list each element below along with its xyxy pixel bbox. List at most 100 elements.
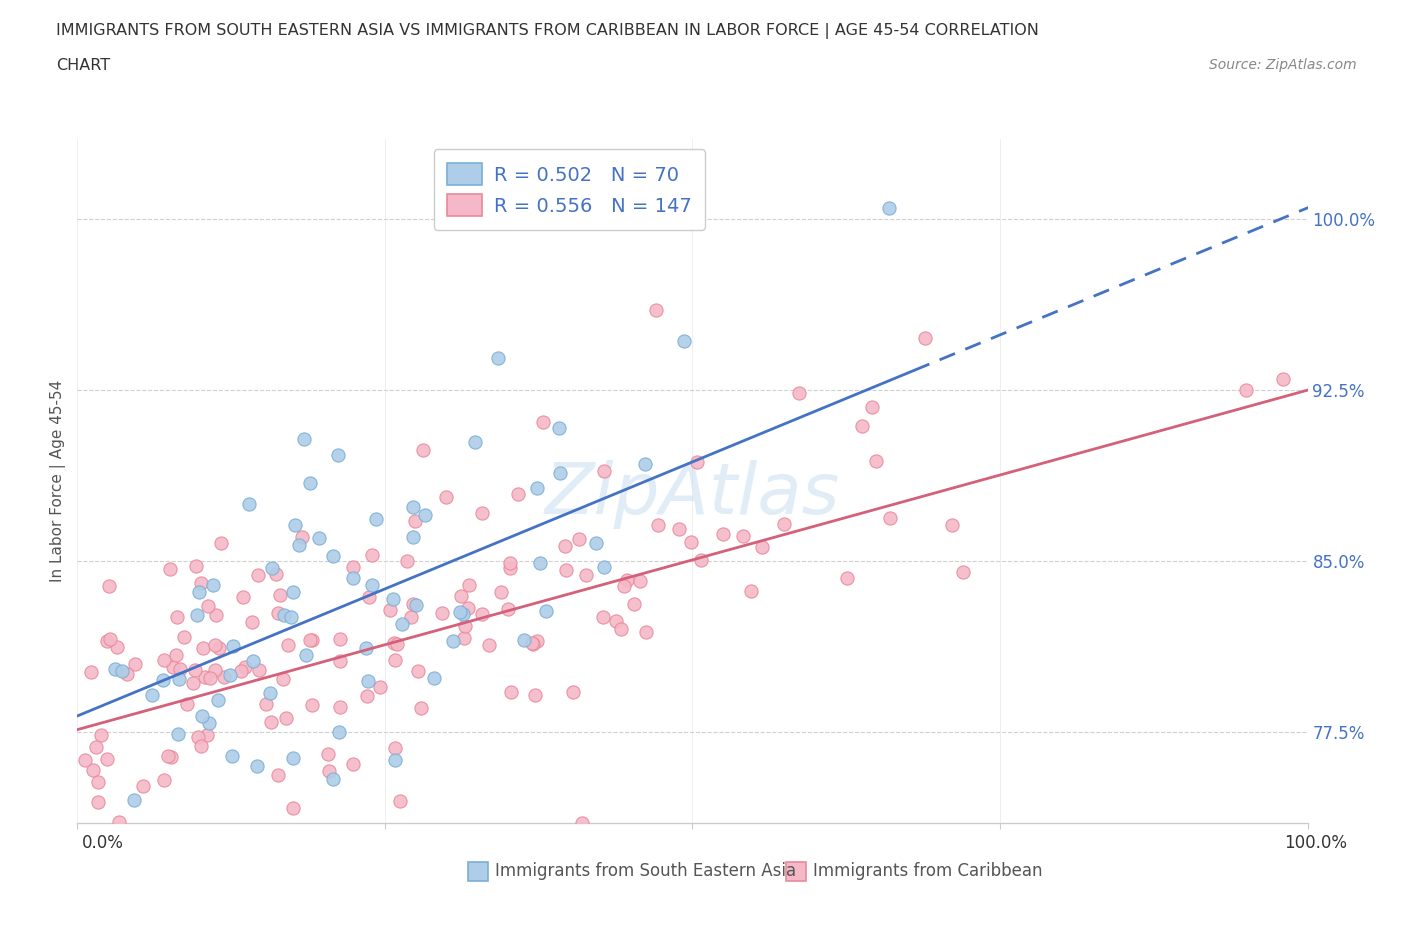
Point: [740, 584, 762, 599]
Point: [453, 631, 475, 646]
Point: [104, 662, 127, 677]
Point: [207, 693, 229, 708]
Point: [197, 598, 219, 613]
Point: [411, 700, 433, 715]
Point: [318, 764, 340, 778]
Point: [486, 351, 509, 365]
Point: [628, 574, 651, 589]
Point: [399, 610, 422, 625]
Point: [489, 584, 512, 599]
Point: [329, 631, 352, 646]
Point: [668, 522, 690, 537]
Point: [941, 517, 963, 532]
Point: [395, 553, 418, 568]
Point: [506, 486, 529, 501]
Point: [105, 640, 128, 655]
Point: [187, 730, 209, 745]
Point: [156, 749, 179, 764]
Point: [361, 548, 384, 563]
Point: [404, 514, 426, 529]
Point: [208, 640, 231, 655]
Point: [247, 663, 270, 678]
Point: [952, 565, 974, 579]
Point: [413, 508, 436, 523]
Point: [592, 610, 614, 625]
Point: [162, 660, 184, 675]
Point: [391, 617, 413, 631]
Point: [529, 555, 551, 570]
Point: [205, 608, 228, 623]
Text: Source: ZipAtlas.com: Source: ZipAtlas.com: [1209, 58, 1357, 72]
Point: [851, 418, 873, 433]
Point: [87, 775, 110, 790]
Point: [332, 880, 354, 895]
Point: [281, 801, 304, 816]
Point: [382, 636, 405, 651]
Point: [267, 605, 290, 620]
Point: [634, 625, 657, 640]
Point: [97, 579, 120, 594]
Point: [238, 497, 260, 512]
Point: [98, 631, 121, 646]
Point: [167, 671, 190, 686]
Point: [280, 609, 302, 624]
Point: [616, 573, 638, 588]
Point: [242, 654, 264, 669]
Point: [430, 605, 453, 620]
Point: [1272, 371, 1295, 386]
Point: [259, 685, 281, 700]
Point: [219, 667, 242, 682]
Point: [751, 540, 773, 555]
Text: 100.0%: 100.0%: [1284, 834, 1347, 852]
Point: [73, 752, 96, 767]
Point: [387, 637, 409, 652]
Point: [368, 679, 391, 694]
Point: [520, 635, 543, 650]
Point: [328, 448, 350, 463]
Point: [124, 657, 146, 671]
Point: [554, 538, 576, 553]
Point: [222, 638, 245, 653]
Point: [181, 676, 204, 691]
Point: [184, 662, 207, 677]
Point: [711, 526, 734, 541]
Point: [575, 567, 598, 582]
Point: [90, 728, 112, 743]
Point: [221, 749, 243, 764]
Point: [402, 499, 425, 514]
Point: [254, 697, 277, 711]
Point: [686, 454, 709, 469]
Point: [281, 584, 304, 599]
Point: [513, 632, 536, 647]
Point: [269, 588, 291, 603]
Point: [245, 759, 267, 774]
Point: [195, 728, 218, 743]
Point: [322, 549, 344, 564]
Point: [835, 570, 858, 585]
Point: [402, 597, 425, 612]
Point: [342, 560, 364, 575]
Point: [153, 773, 176, 788]
Point: [498, 601, 520, 616]
Point: [299, 475, 322, 490]
Text: ZipAtlas: ZipAtlas: [546, 460, 839, 529]
Point: [471, 607, 494, 622]
Point: [166, 609, 188, 624]
Point: [204, 637, 226, 652]
Point: [389, 793, 412, 808]
Point: [169, 661, 191, 676]
Point: [198, 715, 221, 730]
Point: [266, 566, 288, 581]
Point: [478, 200, 501, 215]
Point: [152, 672, 174, 687]
Point: [108, 815, 131, 830]
Point: [787, 386, 810, 401]
Point: [299, 632, 322, 647]
Point: [384, 652, 406, 667]
Point: [547, 420, 569, 435]
Point: [731, 529, 754, 544]
Point: [292, 432, 315, 446]
Point: [585, 536, 607, 551]
Point: [499, 560, 522, 575]
Y-axis label: In Labor Force | Age 45-54: In Labor Force | Age 45-54: [51, 380, 66, 582]
